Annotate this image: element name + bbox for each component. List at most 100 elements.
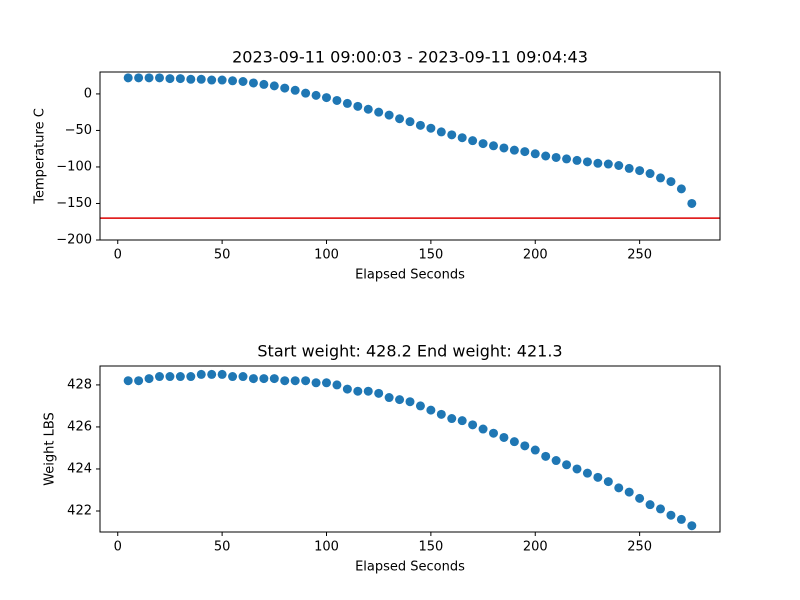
data-point — [134, 376, 144, 386]
data-point — [134, 73, 144, 83]
data-point — [593, 472, 603, 482]
data-point — [280, 376, 290, 386]
data-point — [311, 378, 321, 388]
data-point — [415, 401, 425, 411]
y-tick-label: −150 — [56, 196, 92, 211]
y-tick-label: −50 — [65, 123, 92, 138]
data-point — [321, 378, 331, 388]
data-point — [426, 123, 436, 133]
data-point — [509, 145, 519, 155]
data-point — [593, 158, 603, 168]
data-point — [248, 374, 258, 384]
data-point — [635, 493, 645, 503]
y-axis-label: Temperature C — [33, 108, 48, 205]
data-point — [290, 376, 300, 386]
data-point — [374, 107, 384, 117]
data-point — [687, 521, 697, 531]
chart-title: 2023-09-11 09:00:03 - 2023-09-11 09:04:4… — [232, 48, 588, 67]
data-point — [165, 74, 175, 84]
data-point — [259, 79, 269, 89]
y-tick-label: 426 — [67, 419, 92, 434]
plot-frame — [99, 365, 721, 533]
data-point — [676, 184, 686, 194]
data-point — [207, 75, 217, 85]
data-point — [499, 432, 509, 442]
data-point — [624, 487, 634, 497]
data-point — [353, 101, 363, 111]
data-point — [489, 141, 499, 151]
data-point — [687, 198, 697, 208]
data-point — [384, 110, 394, 120]
data-point — [238, 76, 248, 86]
y-tick-label: −100 — [56, 159, 92, 174]
x-tick-label: 50 — [214, 540, 231, 555]
data-point — [311, 90, 321, 100]
data-point — [405, 397, 415, 407]
data-point — [572, 155, 582, 165]
data-point — [572, 464, 582, 474]
data-point — [196, 74, 206, 84]
data-point — [478, 424, 488, 434]
data-point — [395, 114, 405, 124]
chart-title: Start weight: 428.2 End weight: 421.3 — [257, 342, 562, 361]
data-point — [259, 374, 269, 384]
data-point — [676, 514, 686, 524]
data-point — [280, 83, 290, 93]
data-point — [290, 85, 300, 95]
x-tick-label: 0 — [114, 248, 122, 263]
data-point — [624, 163, 634, 173]
data-point — [530, 149, 540, 159]
data-point — [415, 120, 425, 130]
data-point — [405, 117, 415, 127]
data-point — [614, 160, 624, 170]
data-point — [541, 451, 551, 461]
data-point — [217, 75, 227, 85]
y-tick-label: 424 — [67, 461, 92, 476]
data-point — [353, 386, 363, 396]
data-point — [228, 76, 238, 86]
data-point — [551, 152, 561, 162]
data-point — [332, 95, 342, 105]
y-tick-label: 422 — [67, 503, 92, 518]
data-point — [499, 143, 509, 153]
x-tick-label: 150 — [418, 540, 443, 555]
data-point — [436, 409, 446, 419]
data-point — [175, 74, 185, 84]
data-point — [186, 74, 196, 84]
data-point — [509, 437, 519, 447]
data-point — [363, 386, 373, 396]
data-point — [154, 73, 164, 83]
data-point — [530, 445, 540, 455]
x-tick-label: 200 — [523, 248, 548, 263]
data-point — [123, 73, 133, 83]
x-tick-label: 50 — [214, 248, 231, 263]
data-point — [468, 136, 478, 146]
data-point — [228, 372, 238, 382]
data-point — [165, 372, 175, 382]
data-point — [395, 395, 405, 405]
data-point — [342, 384, 352, 394]
data-point — [374, 388, 384, 398]
data-point — [269, 81, 279, 91]
data-point — [468, 420, 478, 430]
data-point — [520, 147, 530, 157]
data-point — [666, 177, 676, 187]
data-point — [238, 372, 248, 382]
x-tick-label: 100 — [314, 248, 339, 263]
plot-frame — [99, 71, 721, 241]
data-point — [154, 372, 164, 382]
data-point — [301, 376, 311, 386]
x-tick-label: 200 — [523, 540, 548, 555]
data-point — [457, 416, 467, 426]
data-point — [562, 154, 572, 164]
data-point — [603, 159, 613, 169]
data-point — [186, 372, 196, 382]
x-tick-label: 150 — [418, 248, 443, 263]
y-tick-label: 0 — [84, 86, 92, 101]
data-point — [269, 374, 279, 384]
x-axis-label: Elapsed Seconds — [355, 560, 465, 575]
x-tick-label: 100 — [314, 540, 339, 555]
x-tick-label: 250 — [627, 248, 652, 263]
